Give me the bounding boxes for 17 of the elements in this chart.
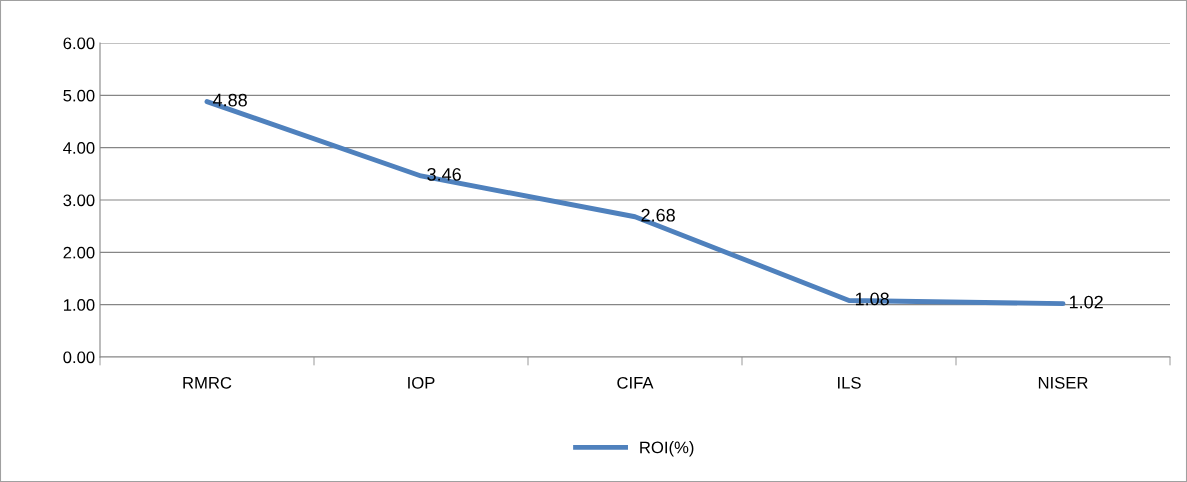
- y-tick-label: 5.00: [63, 89, 95, 102]
- y-tick-label: 0.00: [63, 351, 95, 364]
- data-label: 1.02: [1069, 295, 1103, 309]
- data-label: 3.46: [427, 167, 461, 181]
- x-tick-label: ILS: [838, 376, 861, 389]
- y-tick-label: 1.00: [63, 299, 95, 311]
- y-tick-label: 4.00: [63, 142, 95, 154]
- x-tick-label: NISER: [1038, 376, 1088, 389]
- y-tick-label: 2.00: [63, 246, 95, 259]
- x-tick-label: RMRC: [183, 376, 232, 389]
- data-label: 2.68: [641, 208, 675, 222]
- x-tick-label: IOP: [408, 376, 435, 389]
- y-tick-label: 6.00: [63, 37, 95, 50]
- x-tick-label: CIFA: [617, 376, 654, 389]
- data-label: 4.88: [212, 93, 247, 107]
- legend-label: ROI(%): [640, 441, 694, 457]
- y-tick-label: 3.00: [63, 194, 95, 207]
